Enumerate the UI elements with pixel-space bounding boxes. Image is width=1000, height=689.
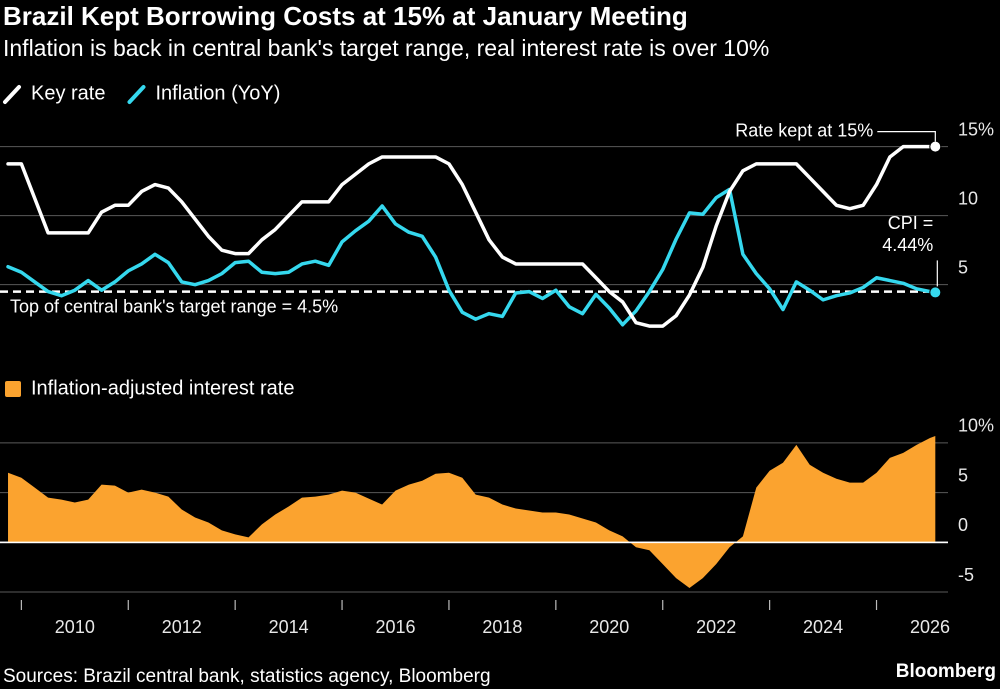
- legend-swatch: [5, 381, 21, 397]
- x-tick-label: 2010: [55, 617, 95, 637]
- x-tick-label: 2012: [162, 617, 202, 637]
- y-tick-label: 10: [958, 188, 978, 208]
- x-tick-label: 2014: [269, 617, 309, 637]
- legend-label: Inflation (YoY): [155, 82, 280, 104]
- chart-title: Brazil Kept Borrowing Costs at 15% at Ja…: [3, 1, 688, 31]
- y-tick-label: 5: [958, 257, 968, 277]
- x-tick-label: 2026: [910, 617, 950, 637]
- y-tick-label: 5: [958, 465, 968, 485]
- annotation-leader: [877, 131, 936, 142]
- y-tick-label: 10%: [958, 416, 994, 436]
- y-tick-label: 0: [958, 515, 968, 535]
- legend-label: Key rate: [31, 82, 105, 104]
- series-area: [8, 435, 936, 589]
- chart-subtitle: Inflation is back in central bank's targ…: [3, 35, 769, 61]
- annotation: CPI =: [888, 213, 934, 233]
- x-tick-label: 2022: [696, 617, 736, 637]
- source: Sources: Brazil central bank, statistics…: [3, 666, 491, 687]
- end-marker: [929, 140, 942, 153]
- x-tick-label: 2018: [482, 617, 522, 637]
- series-line: [6, 144, 938, 328]
- x-tick-label: 2024: [803, 617, 843, 637]
- brand: Bloomberg: [896, 661, 996, 682]
- legend-swatch: [127, 85, 146, 104]
- series-line: [6, 187, 938, 327]
- legend-label: Inflation-adjusted interest rate: [31, 377, 295, 399]
- legend-swatch: [3, 85, 21, 104]
- end-marker: [929, 286, 942, 299]
- x-tick-label: 2016: [375, 617, 415, 637]
- y-tick-label: 15%: [958, 119, 994, 139]
- x-tick-label: 2020: [589, 617, 629, 637]
- annotation: 4.44%: [882, 235, 933, 255]
- y-tick-label: -5: [958, 565, 974, 585]
- reference-label: Top of central bank's target range = 4.5…: [10, 296, 338, 316]
- annotation: Rate kept at 15%: [735, 120, 873, 140]
